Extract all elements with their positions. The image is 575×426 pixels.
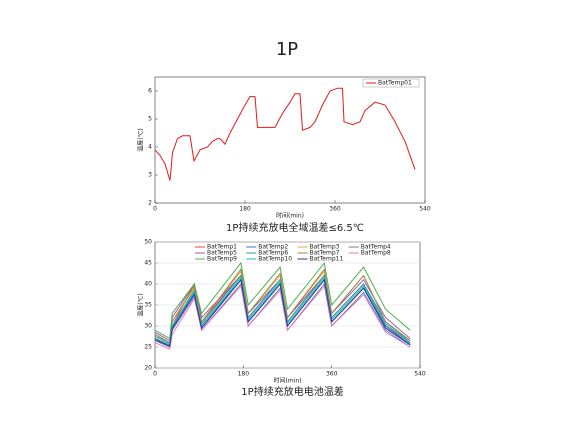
y-tick-label: 5 [148, 116, 152, 123]
x-tick-label: 360 [326, 371, 338, 378]
x-tick-label: 0 [153, 371, 157, 378]
series-line [154, 268, 411, 344]
legend-label: BatTemp01 [378, 80, 412, 87]
legend-label: BatTemp9 [207, 256, 237, 263]
x-axis-label: 时间(min) [274, 377, 302, 385]
series-line [154, 87, 416, 181]
y-tick-label: 30 [144, 323, 152, 330]
legend-label: BatTemp5 [207, 250, 237, 257]
y-tick-label: 50 [144, 239, 152, 246]
y-tick-label: 2 [148, 200, 152, 207]
series-line [154, 261, 411, 340]
x-tick-label: 540 [414, 371, 426, 378]
y-tick-label: 25 [144, 344, 152, 351]
x-axis-label: 时间(min) [276, 212, 304, 220]
x-tick-label: 540 [419, 206, 431, 213]
y-tick-label: 20 [144, 365, 152, 372]
series-line [154, 284, 411, 350]
x-tick-label: 180 [239, 206, 251, 213]
y-axis-label: 温度(℃) [137, 293, 145, 316]
plot-frame [154, 76, 426, 204]
series-line [154, 276, 411, 345]
legend-label: BatTemp1 [207, 244, 237, 251]
page-title: 1P [276, 39, 298, 60]
legend-label: BatTemp6 [258, 250, 288, 257]
y-tick-label: 35 [144, 302, 152, 309]
series-line [154, 274, 411, 342]
x-tick-label: 360 [329, 206, 341, 213]
legend-label: BatTemp3 [310, 244, 340, 251]
y-axis-label: 温度(℃) [137, 128, 145, 151]
legend-label: BatTemp7 [310, 250, 340, 257]
y-tick-label: 4 [148, 144, 152, 151]
y-tick-label: 6 [148, 88, 152, 95]
legend-label: BatTemp8 [361, 250, 391, 257]
y-tick-label: 3 [148, 172, 152, 179]
legend-label: BatTemp2 [258, 244, 288, 251]
chart-caption: 1P持续充放电电池温差 [241, 385, 343, 398]
series-line [154, 278, 411, 347]
x-tick-label: 180 [238, 371, 250, 378]
y-tick-label: 45 [144, 260, 152, 267]
legend-label: BatTemp4 [361, 244, 391, 251]
series-line [154, 282, 411, 348]
legend-box [362, 78, 420, 88]
y-tick-label: 40 [144, 281, 152, 288]
chart-caption: 1P持续充放电全域温差≤6.5℃ [226, 221, 364, 234]
legend-label: BatTemp11 [310, 256, 344, 263]
x-tick-label: 0 [153, 206, 157, 213]
legend-label: BatTemp10 [258, 256, 292, 263]
